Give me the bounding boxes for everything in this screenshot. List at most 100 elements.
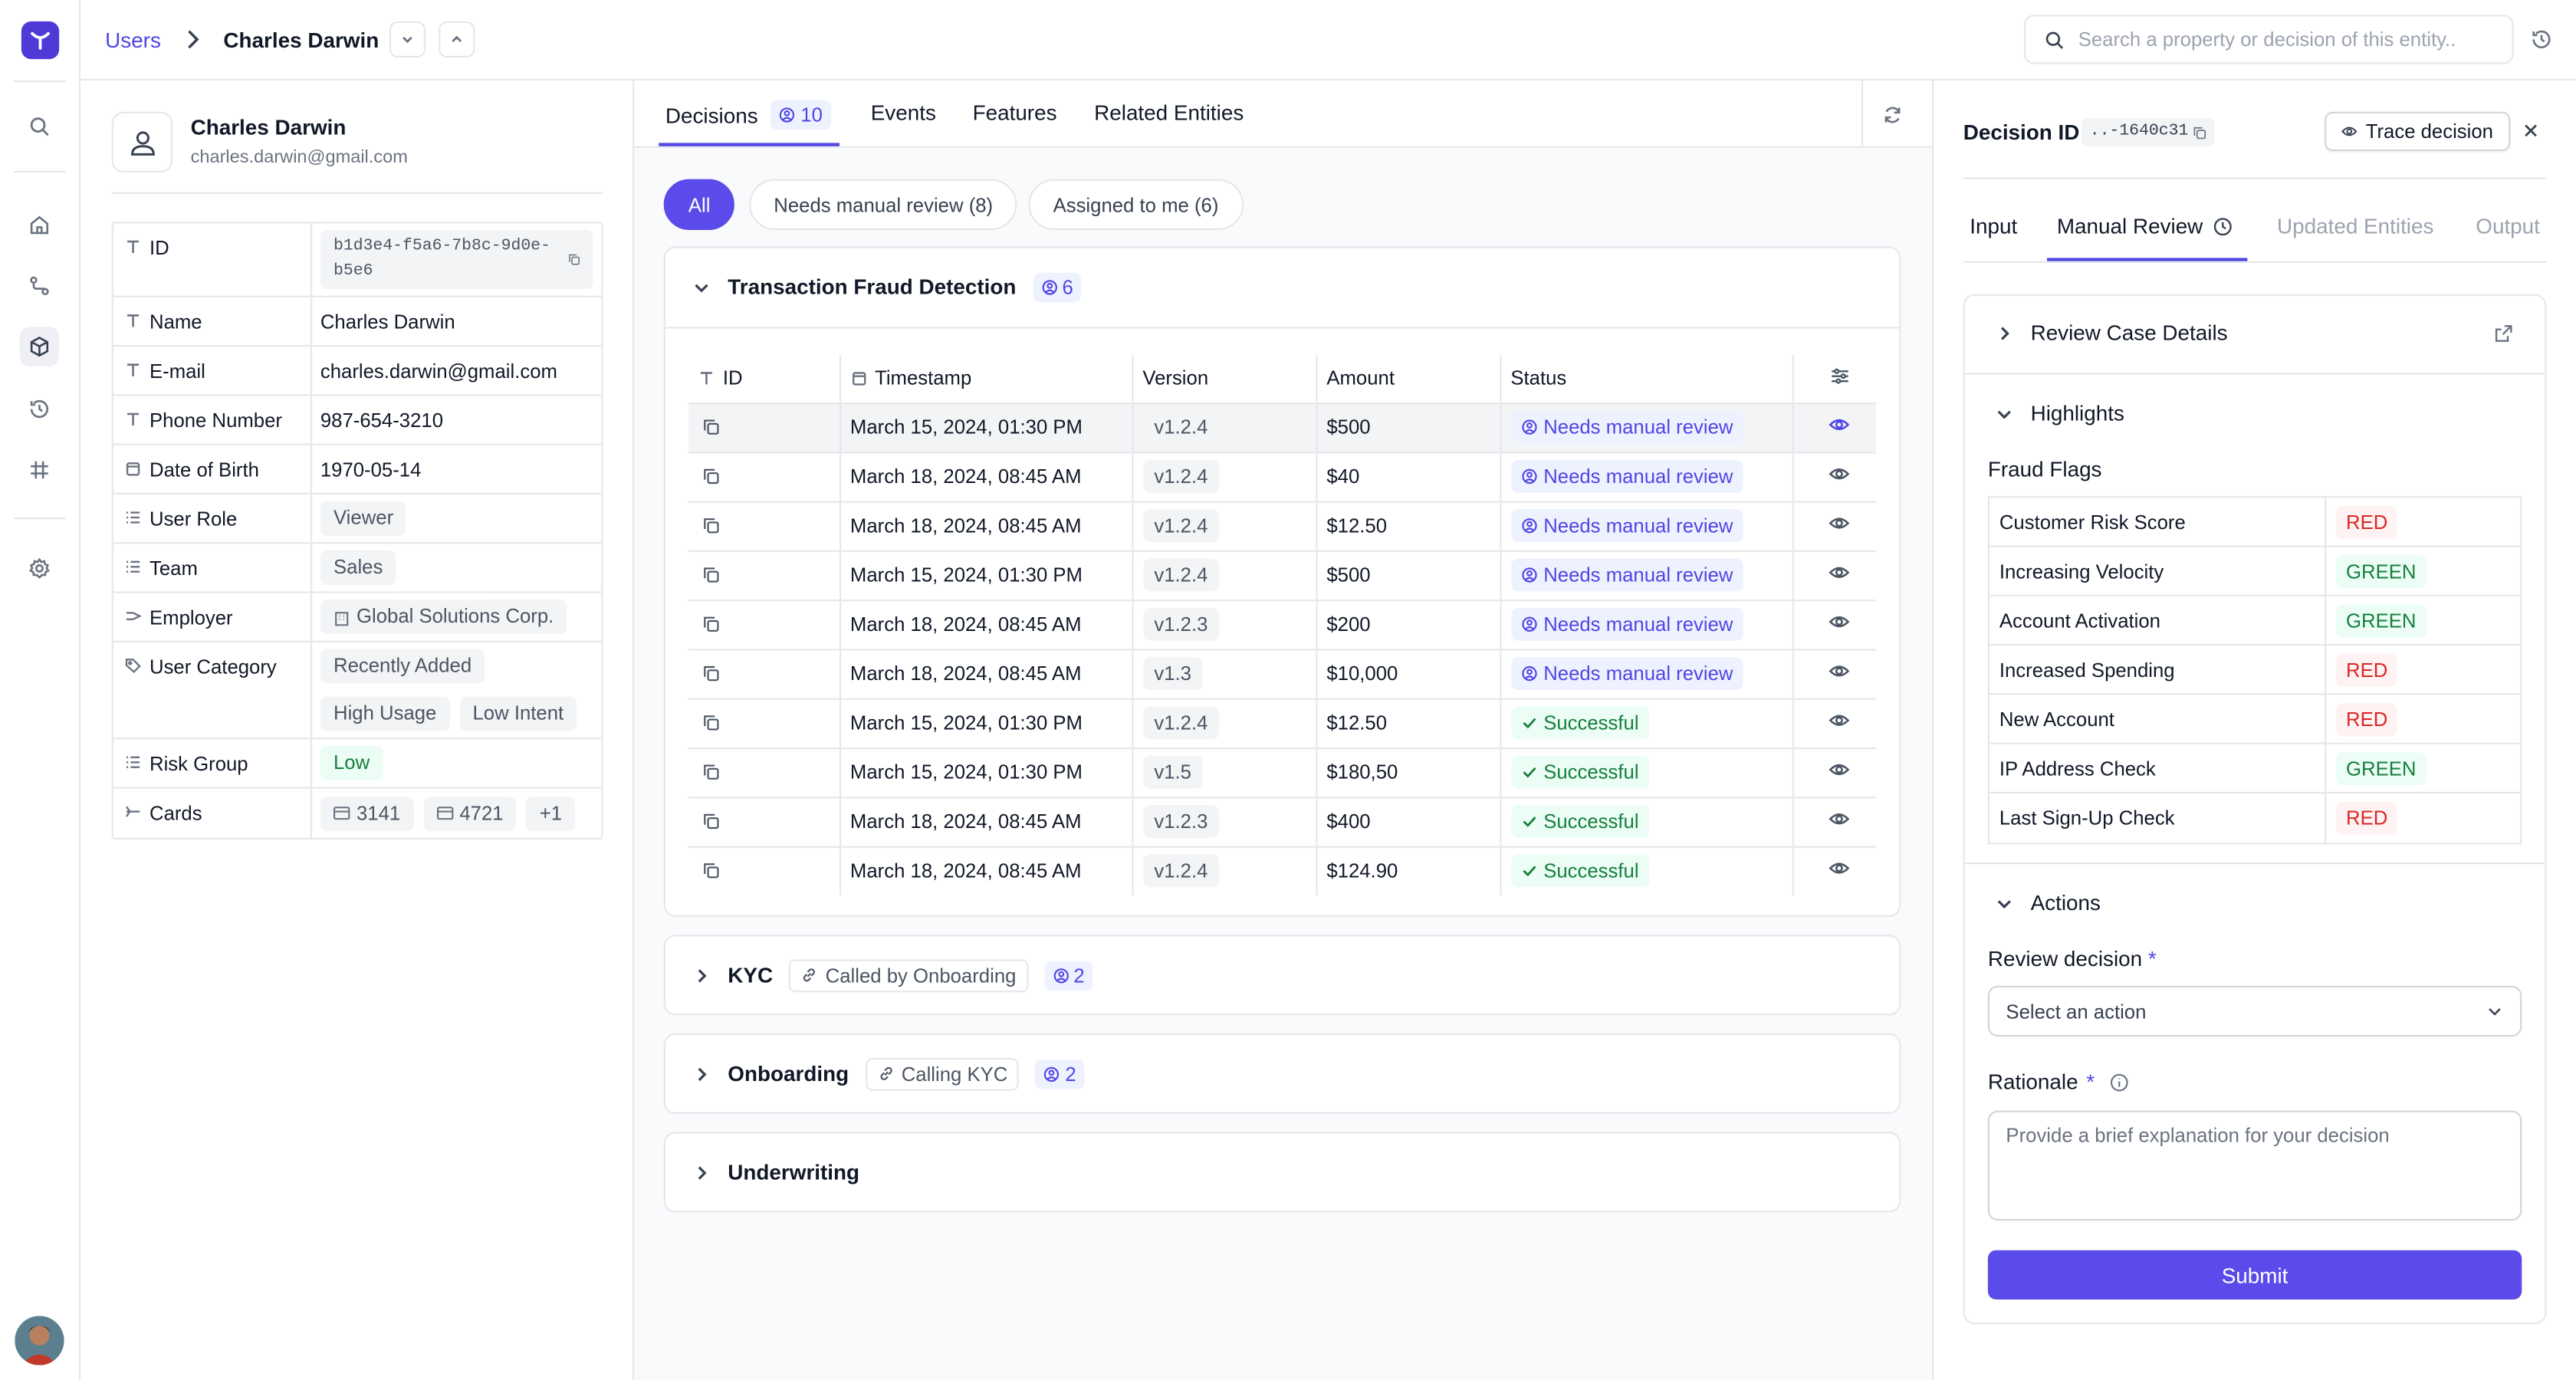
column-header-timestamp[interactable]: Timestamp bbox=[838, 354, 1132, 402]
chevron-down-icon bbox=[1997, 409, 2011, 419]
breadcrumb-users-link[interactable]: Users bbox=[105, 28, 161, 53]
more-cards-chip[interactable]: +1 bbox=[526, 796, 576, 831]
decision-group-kyc[interactable]: KYC Called by Onboarding 2 bbox=[663, 935, 1901, 1016]
refresh-icon[interactable] bbox=[1883, 105, 1903, 125]
column-header-amount[interactable]: Amount bbox=[1315, 354, 1500, 402]
table-row[interactable]: March 15, 2024, 01:30 PM v1.2.4 $500 Needs … bbox=[688, 401, 1877, 452]
flow-icon[interactable] bbox=[20, 266, 59, 305]
row-version-cell: v1.3 bbox=[1131, 648, 1316, 698]
history-icon[interactable] bbox=[2530, 28, 2553, 51]
submit-button[interactable]: Submit bbox=[1987, 1250, 2522, 1300]
tab-features[interactable]: Features bbox=[972, 100, 1057, 125]
row-view-cell[interactable] bbox=[1791, 500, 1877, 550]
table-row[interactable]: March 18, 2024, 08:45 AM v1.2.4 $40 Needs m… bbox=[688, 451, 1877, 501]
close-icon[interactable] bbox=[2522, 122, 2540, 140]
card-link[interactable]: 3141 bbox=[320, 796, 414, 831]
row-id-cell[interactable] bbox=[688, 796, 840, 846]
table-row[interactable]: March 15, 2024, 01:30 PM v1.2.4 $500 Needs … bbox=[688, 549, 1877, 600]
column-header-id[interactable]: ID bbox=[688, 355, 840, 402]
filter-all[interactable]: All bbox=[663, 179, 735, 230]
row-id-cell[interactable] bbox=[688, 451, 840, 501]
status-badge: Needs manual review bbox=[1510, 607, 1743, 641]
row-id-cell[interactable] bbox=[688, 845, 840, 895]
table-row[interactable]: March 18, 2024, 08:45 AM v1.2.4 $124.90 Suc… bbox=[688, 845, 1877, 895]
row-status-cell: Needs manual review bbox=[1499, 500, 1792, 550]
group-header[interactable]: Underwriting bbox=[665, 1134, 1899, 1211]
review-icon bbox=[1521, 518, 1536, 534]
grid-icon[interactable] bbox=[20, 450, 59, 489]
review-decision-select[interactable]: Select an action bbox=[1987, 985, 2522, 1037]
decision-id-chip[interactable]: ..-1640c31 bbox=[2082, 118, 2215, 146]
tab-related-entities[interactable]: Related Entities bbox=[1094, 100, 1244, 125]
employer-link[interactable]: Global Solutions Corp. bbox=[320, 600, 567, 635]
next-entity-button[interactable] bbox=[439, 21, 475, 58]
group-count-badge: 6 bbox=[1032, 271, 1082, 302]
tab-output[interactable]: Output bbox=[2476, 213, 2540, 238]
property-row-name: Name Charles Darwin bbox=[113, 297, 602, 347]
tab-manual-review[interactable]: Manual Review bbox=[2057, 214, 2233, 238]
decision-group-onboarding[interactable]: Onboarding Calling KYC 2 bbox=[663, 1033, 1901, 1114]
external-link-icon bbox=[2495, 324, 2512, 341]
rationale-textarea[interactable]: Provide a brief explanation for your dec… bbox=[1987, 1110, 2522, 1221]
history-icon[interactable] bbox=[20, 389, 59, 429]
eye-icon bbox=[2341, 127, 2358, 136]
table-row[interactable]: March 18, 2024, 08:45 AM v1.2.3 $400 Succes… bbox=[688, 796, 1877, 846]
row-view-cell[interactable] bbox=[1791, 845, 1877, 895]
tab-decisions[interactable]: Decisions 10 bbox=[665, 100, 831, 130]
row-view-cell[interactable] bbox=[1791, 697, 1877, 748]
group-header[interactable]: Onboarding Calling KYC 2 bbox=[665, 1035, 1899, 1112]
table-row[interactable]: March 18, 2024, 08:45 AM v1.3 $10,000 Needs… bbox=[688, 648, 1877, 698]
row-status-cell: Needs manual review bbox=[1499, 648, 1792, 698]
trace-decision-button[interactable]: Trace decision bbox=[2325, 111, 2510, 152]
filter-assigned-to-me[interactable]: Assigned to me (6) bbox=[1028, 179, 1244, 230]
table-row[interactable]: March 15, 2024, 01:30 PM v1.5 $180,50 Succe… bbox=[688, 746, 1877, 797]
id-value[interactable]: b1d3e4-f5a6-7b8c-9d0e-b5e6 bbox=[320, 230, 593, 290]
link-icon bbox=[879, 1066, 892, 1080]
row-id-cell[interactable] bbox=[688, 697, 840, 748]
home-icon[interactable] bbox=[20, 205, 59, 245]
row-id-cell[interactable] bbox=[688, 500, 840, 550]
group-reference[interactable]: Called by Onboarding bbox=[789, 958, 1028, 992]
row-view-cell[interactable] bbox=[1791, 401, 1877, 452]
column-settings[interactable] bbox=[1791, 354, 1877, 402]
group-reference[interactable]: Calling KYC bbox=[865, 1056, 1020, 1090]
row-id-cell[interactable] bbox=[688, 648, 840, 698]
user-avatar[interactable] bbox=[15, 1316, 64, 1365]
search-input[interactable]: Search a property or decision of this en… bbox=[2024, 15, 2514, 64]
row-view-cell[interactable] bbox=[1791, 549, 1877, 600]
row-id-cell[interactable] bbox=[688, 599, 840, 649]
chevron-right-icon bbox=[182, 28, 202, 51]
filter-needs-manual-review[interactable]: Needs manual review (8) bbox=[749, 179, 1018, 230]
status-badge: Needs manual review bbox=[1510, 509, 1743, 543]
group-header[interactable]: KYC Called by Onboarding 2 bbox=[665, 936, 1899, 1014]
group-header[interactable]: Transaction Fraud Detection 6 bbox=[665, 248, 1899, 326]
table-row[interactable]: March 18, 2024, 08:45 AM v1.2.3 $200 Needs … bbox=[688, 599, 1877, 649]
cube-icon[interactable] bbox=[19, 327, 60, 366]
row-view-cell[interactable] bbox=[1791, 796, 1877, 846]
row-view-cell[interactable] bbox=[1791, 451, 1877, 501]
card-link[interactable]: 4721 bbox=[423, 796, 517, 831]
decision-group-underwriting[interactable]: Underwriting bbox=[663, 1132, 1901, 1213]
column-header-version[interactable]: Version bbox=[1131, 354, 1316, 402]
tab-events[interactable]: Events bbox=[870, 100, 936, 125]
previous-entity-button[interactable] bbox=[389, 21, 426, 58]
tab-updated-entities[interactable]: Updated Entities bbox=[2277, 213, 2434, 238]
column-header-status[interactable]: Status bbox=[1499, 354, 1792, 402]
row-view-cell[interactable] bbox=[1791, 648, 1877, 698]
row-id-cell[interactable] bbox=[688, 549, 840, 600]
row-view-cell[interactable] bbox=[1791, 746, 1877, 797]
app-logo[interactable] bbox=[21, 21, 60, 60]
highlights-header[interactable]: Highlights bbox=[1994, 401, 2124, 426]
table-row[interactable]: March 18, 2024, 08:45 AM v1.2.4 $12.50 Need… bbox=[688, 500, 1877, 550]
row-id-cell[interactable] bbox=[688, 746, 840, 797]
search-icon[interactable] bbox=[20, 107, 59, 146]
tab-input[interactable]: Input bbox=[1970, 213, 2018, 238]
table-row[interactable]: March 15, 2024, 01:30 PM v1.2.4 $12.50 Succ… bbox=[688, 697, 1877, 748]
review-case-details-header[interactable]: Review Case Details bbox=[1994, 320, 2513, 345]
actions-header[interactable]: Actions bbox=[1994, 890, 2101, 915]
row-view-cell[interactable] bbox=[1791, 599, 1877, 649]
row-status-cell: Successful bbox=[1499, 845, 1792, 895]
settings-icon[interactable] bbox=[20, 549, 59, 588]
relation-many-icon bbox=[126, 806, 140, 817]
row-id-cell[interactable] bbox=[688, 401, 840, 452]
